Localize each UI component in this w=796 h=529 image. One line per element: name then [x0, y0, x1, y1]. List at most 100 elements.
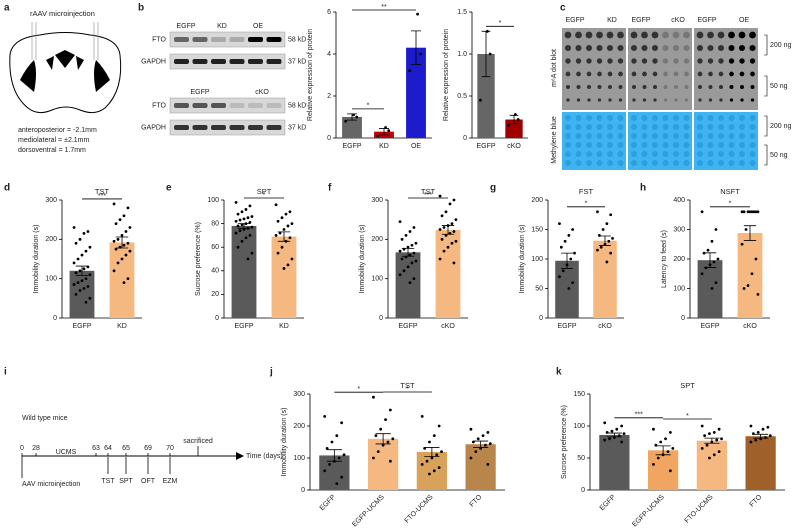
y-tick-label: 0	[327, 135, 331, 142]
data-point	[236, 224, 240, 228]
bar	[406, 47, 426, 139]
dot	[651, 31, 659, 39]
dot	[728, 58, 735, 64]
data-point	[330, 440, 334, 444]
data-point	[438, 257, 442, 261]
dot	[596, 44, 603, 52]
data-point	[120, 257, 124, 261]
y-tick-label: 200	[673, 256, 685, 263]
data-point	[759, 437, 763, 441]
data-point	[705, 443, 709, 447]
blot-band	[229, 59, 245, 64]
y-tick-label: 400	[673, 197, 685, 204]
dot-blue	[718, 133, 724, 139]
data-point	[388, 459, 392, 463]
chart-title: FST	[579, 187, 594, 196]
data-point	[605, 260, 609, 264]
dot-blue	[596, 124, 603, 130]
dot	[565, 58, 571, 64]
data-point	[374, 434, 378, 437]
data-point	[756, 293, 760, 296]
bar	[593, 240, 617, 318]
data-point	[565, 263, 569, 267]
dot-blue	[683, 124, 690, 130]
dot	[653, 98, 657, 102]
data-point	[450, 222, 454, 226]
dot	[750, 85, 755, 89]
data-point	[325, 447, 329, 450]
dot-blue	[662, 133, 669, 139]
x-tick-label: EGFP	[557, 323, 576, 330]
data-point	[700, 210, 704, 214]
data-point	[376, 134, 380, 138]
dot	[631, 71, 637, 77]
blot-band	[229, 37, 245, 42]
axis-label: Time (days)	[246, 453, 283, 460]
data-point	[391, 437, 395, 441]
dot-blue	[683, 160, 690, 166]
data-point	[404, 234, 408, 237]
dot-blue	[749, 151, 756, 157]
data-point	[612, 436, 616, 439]
dot-blue	[631, 133, 637, 139]
y-tick-label: 300	[371, 197, 383, 204]
data-point	[280, 245, 284, 249]
dot	[585, 31, 593, 39]
data-point	[710, 287, 714, 290]
data-point	[615, 427, 619, 431]
data-point	[717, 427, 721, 431]
data-point	[440, 450, 443, 453]
data-point	[746, 210, 750, 214]
data-point	[764, 436, 767, 439]
dot	[641, 31, 648, 39]
dot	[662, 44, 669, 52]
data-point	[700, 447, 704, 450]
dot-blue	[749, 160, 756, 166]
dot	[707, 31, 714, 39]
data-point	[620, 424, 624, 428]
data-point	[386, 440, 390, 444]
data-point	[720, 437, 723, 441]
dot	[597, 71, 602, 77]
dot-blue	[607, 142, 613, 148]
dot-blue	[565, 115, 571, 121]
data-point	[412, 226, 416, 229]
data-point	[372, 456, 375, 460]
lane-label: EGFP	[190, 89, 209, 96]
dot-blue	[641, 124, 648, 130]
panel-a-title: rAAV microinjection	[30, 9, 95, 18]
data-point	[234, 200, 238, 204]
dot	[738, 31, 746, 39]
dot-blue	[617, 142, 624, 148]
y-tick-label: 0	[215, 315, 219, 322]
data-point	[344, 119, 348, 123]
dot	[683, 58, 690, 64]
y-tick-label: 0	[301, 487, 305, 494]
data-point	[448, 202, 452, 206]
panel-letter: c	[560, 3, 566, 14]
data-point	[446, 245, 450, 249]
dot-blue	[673, 142, 679, 148]
data-point	[748, 210, 752, 214]
bar	[648, 450, 679, 490]
data-point	[376, 450, 380, 453]
dot-blue	[662, 124, 669, 130]
data-point	[708, 456, 711, 460]
data-point	[88, 296, 92, 300]
data-point	[484, 443, 487, 447]
data-point	[710, 239, 714, 243]
panel-letter: j	[269, 367, 273, 378]
dot	[576, 71, 581, 77]
data-point	[485, 29, 489, 33]
dot-blue	[565, 151, 571, 157]
data-point	[246, 226, 250, 230]
y-tick-label: 1.0	[457, 51, 467, 58]
data-point	[82, 287, 86, 290]
dot-blue	[728, 151, 735, 157]
x-tick-label: EGFP	[72, 323, 91, 330]
blot-band	[211, 125, 226, 130]
x-tick-label: EGFP	[599, 494, 618, 513]
row-label: m⁶A dot blot	[551, 49, 558, 87]
dot-blue	[565, 133, 571, 139]
